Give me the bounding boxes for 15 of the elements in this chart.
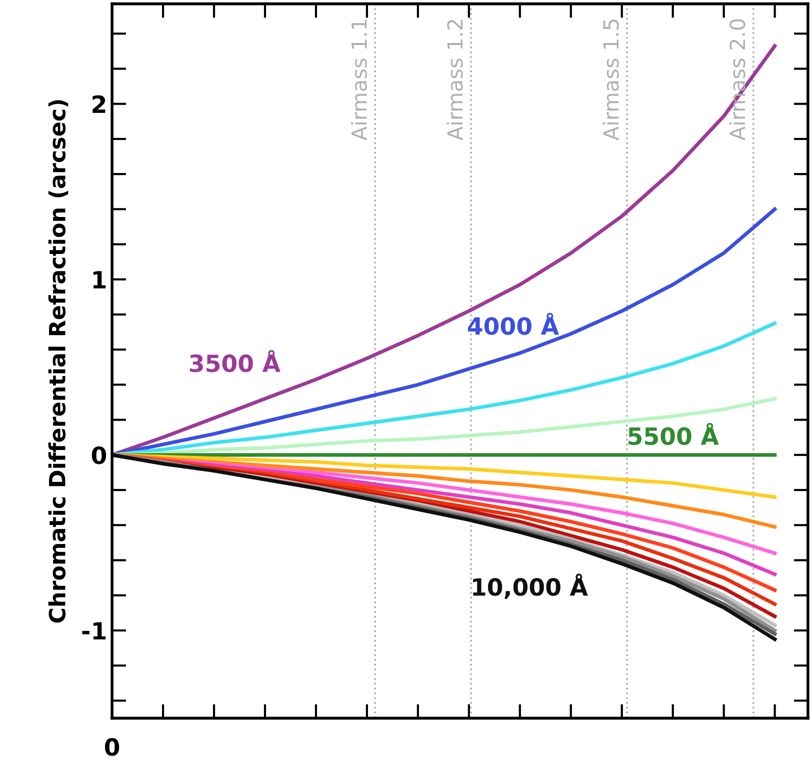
y-tick-label: -1 [82, 622, 106, 640]
y-tick-label: 0 [92, 446, 106, 464]
annotation: Airmass 1.1 [350, 20, 367, 140]
series-label: 3500 Å [190, 350, 280, 372]
text: 0 [104, 738, 120, 756]
series-label: 4000 Å [468, 312, 559, 335]
y-tick-label: 2 [92, 95, 106, 113]
series-label: 10,000 Å [473, 574, 588, 599]
y-tick-label: 1 [93, 271, 106, 288]
line-series [112, 453, 777, 499]
y-axis-title: Chromatic Differential Refraction (arcsec) [48, 100, 68, 623]
annotation: Airmass 2.0 [729, 19, 746, 140]
series-label: 5500 Å [628, 422, 719, 446]
annotation: Airmass 1.5 [602, 20, 619, 140]
annotation: Airmass 1.2 [446, 20, 463, 140]
